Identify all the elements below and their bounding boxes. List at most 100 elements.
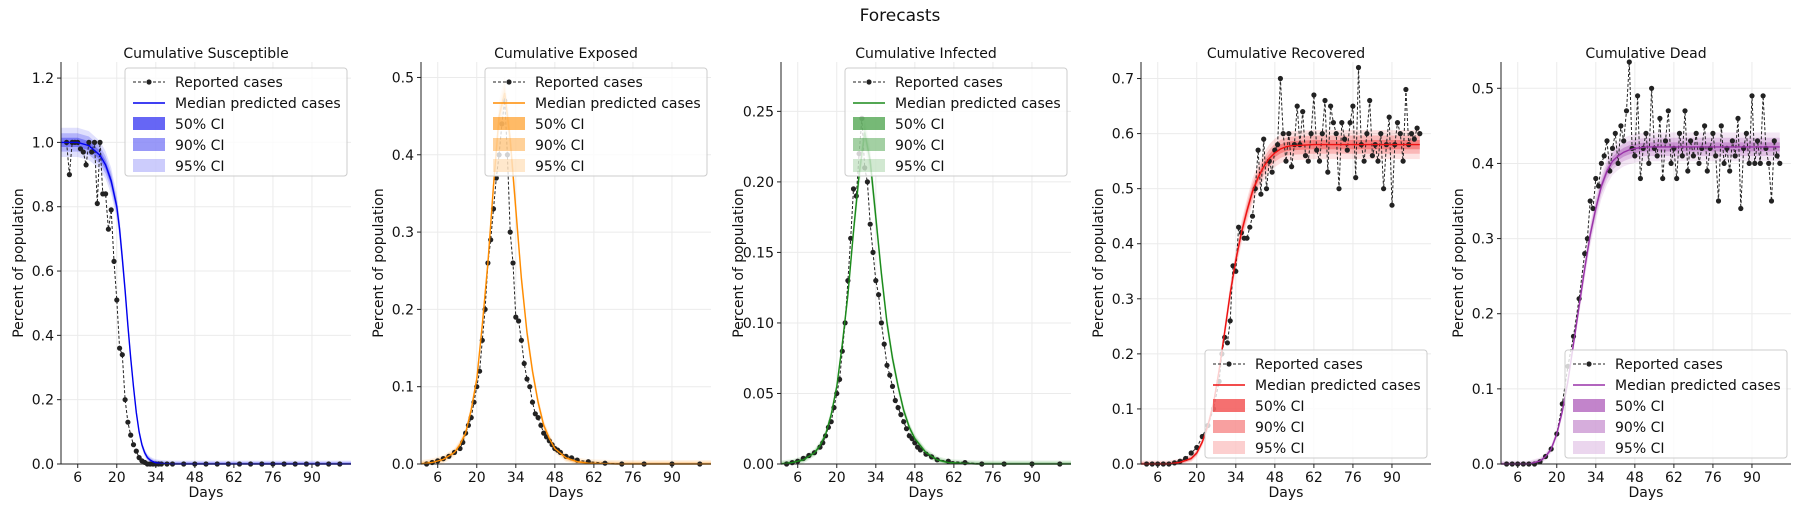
reported-point (1314, 147, 1320, 153)
ci-band (61, 133, 351, 464)
reported-point (1665, 108, 1671, 114)
reported-point (1615, 160, 1621, 166)
legend-box (124, 67, 348, 177)
x-tick-label: 20 (828, 470, 846, 486)
x-tick-label: 6 (1153, 470, 1162, 486)
reported-point (1305, 158, 1311, 164)
reported-point (1593, 175, 1599, 182)
reported-point (518, 337, 525, 343)
x-axis-label: Days (1269, 485, 1304, 501)
y-tick-label: 0.5 (392, 70, 414, 86)
legend-box (484, 67, 708, 177)
y-tick-label: 0.7 (1112, 72, 1134, 88)
reported-point (1255, 147, 1261, 153)
reported-point (1654, 153, 1660, 159)
reported-point (1729, 138, 1735, 144)
y-axis-label: Percent of population (371, 188, 387, 338)
y-axis-label: Percent of population (11, 188, 27, 338)
x-tick-label: 34 (1227, 470, 1245, 486)
ci-band (781, 127, 1071, 465)
reported-point (532, 411, 538, 417)
x-tick-label: 90 (1383, 470, 1401, 486)
reported-point (1286, 131, 1292, 137)
legend-reported-marker (1226, 361, 1232, 367)
legend-label: 95% CI (175, 159, 224, 175)
x-tick-label: 6 (433, 470, 442, 486)
legend-label: 50% CI (1255, 399, 1304, 415)
reported-point (1721, 160, 1727, 166)
reported-point (1768, 198, 1775, 204)
reported-point (1347, 120, 1353, 126)
legend-ci-swatch (853, 117, 885, 130)
reported-point (1649, 85, 1655, 91)
reported-point (1224, 340, 1230, 346)
y-tick-label: 0.1 (1112, 402, 1134, 418)
legend: Reported cases Median predicted cases 50% … (844, 67, 1068, 177)
y-tick-label: 0.10 (743, 316, 774, 332)
legend-ci-swatch (853, 138, 885, 151)
y-tick-label: 0.3 (392, 225, 414, 241)
chart-title: Cumulative Susceptible (123, 46, 288, 62)
reported-point (1344, 147, 1350, 153)
legend-ci-swatch (1573, 399, 1605, 412)
chart-panel: 6 20 34 48 62 76 90 0.0 0.1 0.2 0.3 0.4 0.5 Cumulativ… (1451, 46, 1791, 501)
legend-reported-marker (866, 79, 872, 85)
legend-label: Median predicted cases (175, 96, 341, 112)
reported-point (1668, 160, 1674, 166)
legend-ci-swatch (493, 138, 525, 151)
legend-reported-marker (1586, 361, 1592, 367)
reported-point (1394, 120, 1401, 126)
reported-point (1355, 64, 1362, 71)
reported-point (1676, 130, 1683, 136)
reported-point (1389, 202, 1395, 208)
reported-point (122, 397, 128, 403)
y-tick-label: 0.5 (1472, 81, 1494, 97)
reported-point (903, 426, 910, 432)
reported-point (848, 235, 854, 241)
reported-point (1408, 131, 1415, 137)
reported-point (1749, 93, 1755, 99)
x-tick-label: 76 (624, 470, 642, 486)
ci-band (61, 127, 351, 465)
reported-point (1738, 205, 1744, 212)
reported-point (1269, 169, 1275, 175)
reported-point (917, 447, 924, 453)
reported-point (1660, 175, 1666, 182)
reported-point (1646, 160, 1652, 166)
reported-point (864, 179, 871, 185)
legend-label: Reported cases (895, 75, 1003, 91)
legend-ci-swatch (1573, 441, 1605, 454)
chart-panel: 6 20 34 48 62 76 90 0.0 0.1 0.2 0.3 0.4 0.5 0.6 0.7 Cum… (1091, 46, 1431, 501)
reported-point (111, 258, 117, 264)
legend-label: 90% CI (1255, 420, 1304, 436)
chart-title: Cumulative Exposed (494, 46, 638, 62)
y-tick-label: 0.00 (743, 457, 774, 473)
legend-ci-swatch (133, 117, 165, 130)
reported-point (1679, 153, 1685, 159)
reported-point (1752, 160, 1758, 166)
x-tick-label: 62 (225, 470, 243, 486)
y-tick-label: 1.2 (32, 71, 54, 87)
x-axis-label: Days (189, 485, 224, 501)
y-tick-label: 0.8 (32, 200, 54, 216)
reported-point (1743, 130, 1749, 136)
reported-point (541, 430, 547, 436)
reported-point (887, 372, 893, 378)
reported-point (1604, 138, 1610, 144)
reported-point (1302, 153, 1309, 159)
chart-title: Cumulative Dead (1585, 46, 1706, 62)
reported-point (94, 200, 100, 207)
reported-point (1369, 153, 1375, 159)
legend-ci-swatch (493, 117, 525, 130)
reported-point (1261, 136, 1267, 142)
y-tick-label: 1.0 (32, 135, 54, 151)
legend-label: 90% CI (535, 138, 584, 154)
reported-point (493, 175, 499, 181)
reported-point (1598, 160, 1604, 166)
x-tick-label: 34 (507, 470, 525, 486)
x-axis-label: Days (909, 485, 944, 501)
reported-point (91, 139, 98, 145)
reported-point (1757, 160, 1763, 166)
reported-point (1417, 131, 1423, 137)
reported-point (1715, 198, 1722, 204)
